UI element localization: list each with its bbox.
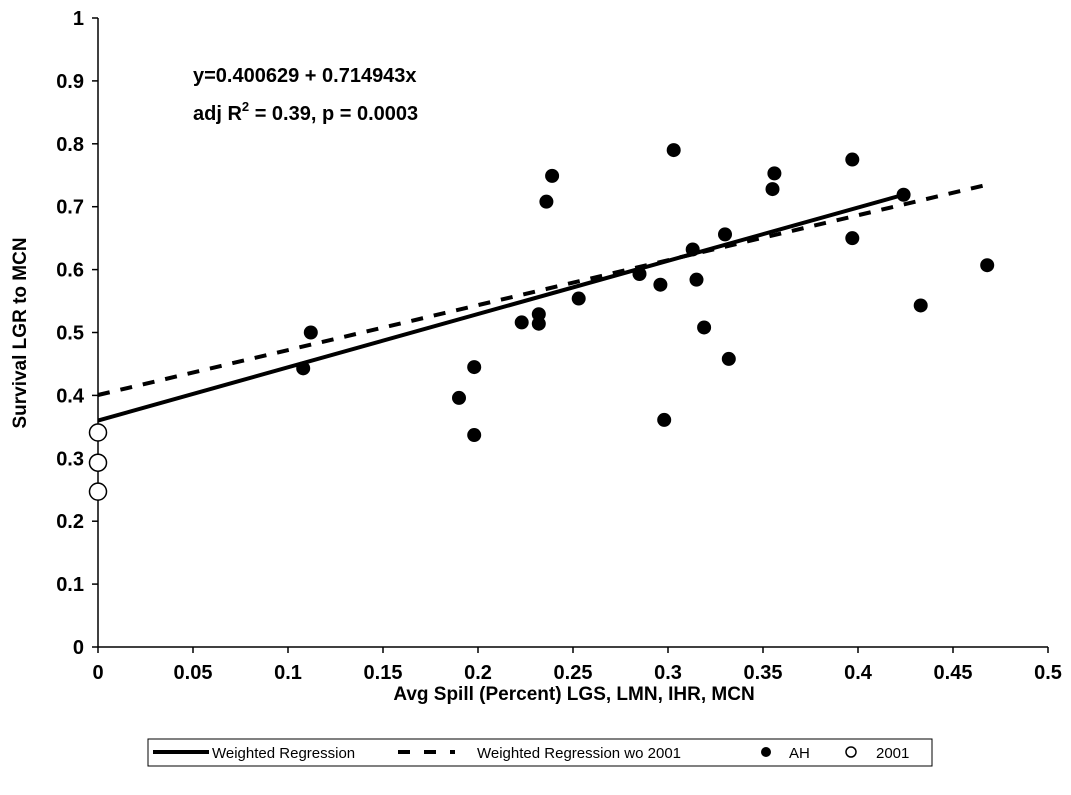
data-point-ah (845, 231, 860, 246)
y-tick-label: 0 (73, 637, 84, 659)
data-point-2001 (88, 453, 108, 472)
data-point-ah (767, 166, 782, 181)
data-point-ah (452, 390, 466, 405)
legend-box (147, 738, 933, 767)
x-axis-title: Avg Spill (Percent) LGS, LMN, IHR, MCN (393, 684, 754, 705)
legend-label-weighted-regression-wo-2001: Weighted Regression wo 2001 (477, 745, 681, 762)
legend: Weighted Regression Weighted Regression … (147, 738, 933, 767)
y-tick-label: 1 (73, 8, 84, 30)
data-point-ah (467, 360, 482, 375)
legend-label-weighted-regression: Weighted Regression (212, 745, 355, 762)
data-point-ah (697, 320, 712, 335)
data-point-ah (765, 182, 780, 197)
x-tick-label: 0.25 (554, 662, 593, 684)
data-point-ah (685, 242, 700, 257)
regression-line-wo-2001 (97, 182, 988, 397)
data-point-ah (689, 272, 704, 287)
y-tick-label: 0.7 (56, 197, 84, 219)
x-tick-label: 0.05 (174, 662, 213, 684)
y-tick-label: 0.3 (56, 448, 84, 470)
y-tick-label: 0.4 (56, 385, 85, 407)
data-point-ah (571, 291, 586, 306)
data-point-ah (718, 227, 732, 242)
data-point-ah (721, 351, 736, 366)
y-tick-label: 0.8 (56, 134, 84, 156)
data-point-ah (845, 152, 860, 167)
regression-lines (97, 182, 988, 423)
data-point-ah (657, 412, 672, 427)
x-tick-label: 0.5 (1034, 662, 1062, 684)
y-tick-label: 0.1 (56, 574, 84, 596)
y-tick-label: 0.5 (56, 323, 84, 345)
data-point-ah (913, 298, 928, 313)
data-point-ah (467, 428, 482, 443)
regression-stats-superscript: 2 (242, 99, 249, 114)
x-tick-label: 0.1 (274, 662, 302, 684)
data-point-ah (531, 316, 546, 331)
x-tick-label: 0.35 (744, 662, 783, 684)
data-point-ah (980, 258, 995, 273)
regression-line (97, 192, 905, 423)
data-point-2001 (88, 482, 108, 501)
data-point-ah (653, 277, 668, 292)
data-point-ah (545, 168, 560, 183)
regression-stats: adj R2 = 0.39, p = 0.0003 (193, 99, 418, 125)
data-point-2001 (88, 423, 108, 442)
data-point-ah (896, 187, 911, 202)
x-tick-label: 0.4 (844, 662, 873, 684)
data-point-ah (539, 194, 554, 209)
data-point-ah (296, 361, 311, 376)
x-tick-label: 0.15 (364, 662, 403, 684)
regression-equation: y=0.400629 + 0.714943x (193, 65, 417, 87)
data-points (88, 143, 995, 501)
data-point-ah (666, 143, 681, 158)
tick-labels: 0 0.1 0.2 0.3 0.4 0.5 0.6 0.7 0.8 0.9 1 0 0.05 0.1 0.1… (56, 8, 1062, 684)
x-tick-label: 0.3 (654, 662, 682, 684)
y-tick-label: 0.2 (56, 511, 84, 533)
x-tick-label: 0.2 (464, 662, 492, 684)
regression-stats-suffix: = 0.39, p = 0.0003 (249, 103, 418, 125)
legend-label-2001: 2001 (876, 745, 909, 762)
y-tick-label: 0.6 (56, 260, 84, 282)
data-point-ah (632, 267, 647, 282)
x-tick-label: 0 (92, 662, 103, 684)
data-point-ah (514, 315, 529, 330)
y-tick-label: 0.9 (56, 71, 84, 93)
y-axis-title: Survival LGR to MCN (10, 237, 31, 428)
x-tick-label: 0.45 (934, 662, 973, 684)
legend-marker-2001 (845, 746, 857, 758)
legend-marker-ah (761, 747, 771, 757)
data-point-ah (303, 325, 318, 340)
regression-stats-prefix: adj R (193, 103, 242, 125)
legend-label-ah: AH (789, 745, 810, 762)
